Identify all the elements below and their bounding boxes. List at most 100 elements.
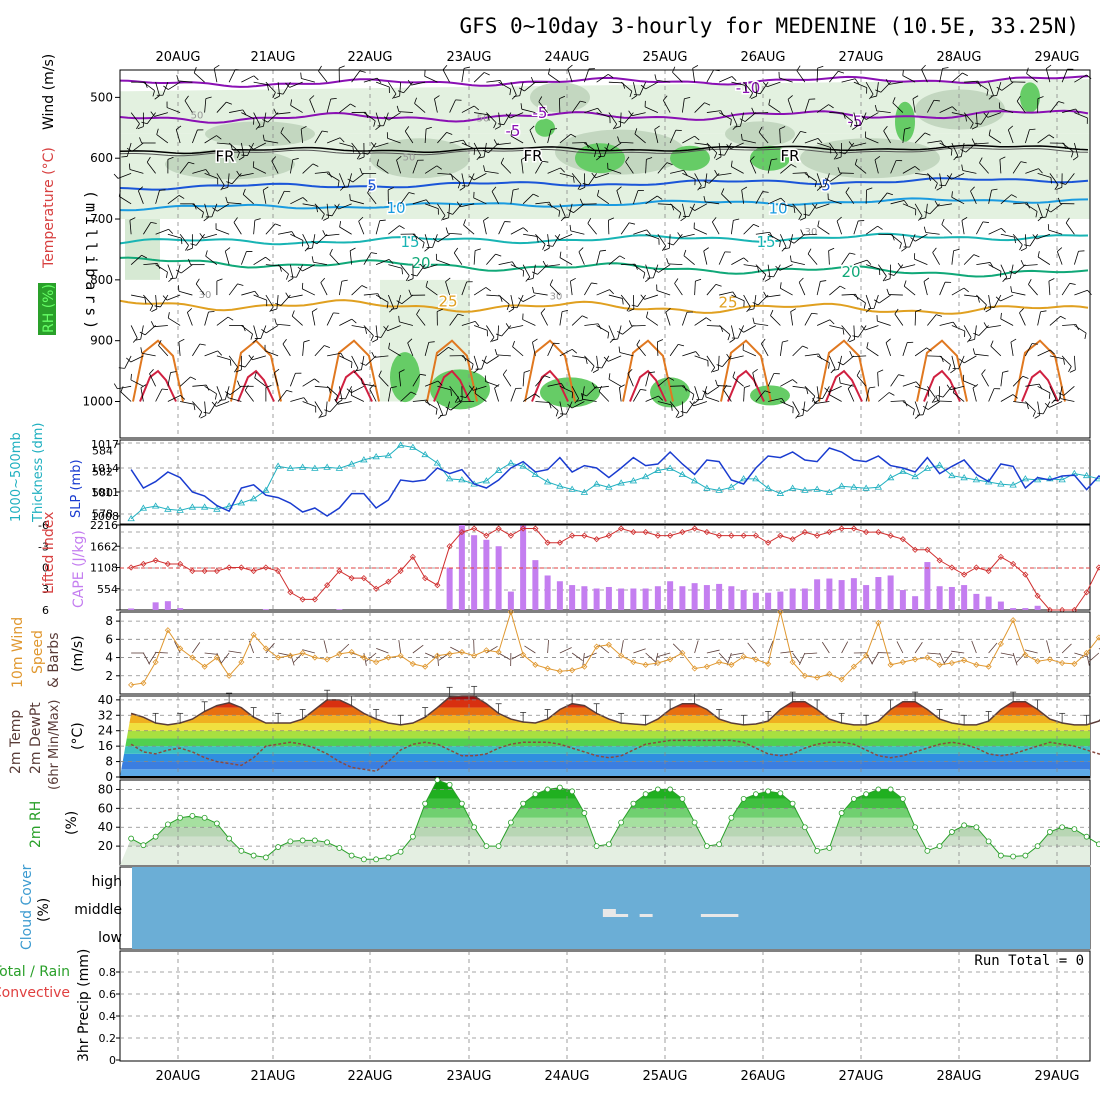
temp-band bbox=[120, 753, 1090, 762]
wind-barb bbox=[345, 386, 352, 400]
wind-barb-flag bbox=[180, 395, 186, 400]
lifted-index-marker bbox=[434, 582, 441, 589]
wind-barb-flag bbox=[320, 415, 327, 418]
wind-barb bbox=[290, 373, 296, 387]
rh2m-marker bbox=[262, 854, 269, 861]
wind-barb bbox=[424, 75, 438, 83]
wind-barb bbox=[473, 72, 485, 83]
lifted-index-marker bbox=[520, 525, 527, 532]
wind-barb-flag bbox=[450, 389, 452, 396]
wind-barb bbox=[865, 81, 874, 95]
thickness-marker bbox=[837, 482, 846, 489]
wind-barb bbox=[974, 142, 989, 145]
date-label-bottom: 25AUG bbox=[642, 1069, 687, 1084]
wind-barb bbox=[780, 164, 792, 174]
wind-barb bbox=[993, 294, 1002, 308]
wind-barb-flag bbox=[323, 217, 329, 221]
wind-barb bbox=[802, 401, 806, 416]
lifted-index-marker bbox=[875, 529, 882, 536]
cloud-mark bbox=[725, 914, 739, 917]
wind-barb bbox=[951, 142, 959, 156]
wind-barb-flag bbox=[478, 156, 485, 159]
wind-barb bbox=[467, 173, 475, 187]
thickness-marker bbox=[507, 459, 515, 466]
wind-barb-flag bbox=[234, 366, 238, 373]
wind-barb-flag bbox=[311, 308, 318, 313]
wind-barb bbox=[254, 377, 267, 387]
wind-barb bbox=[1074, 74, 1087, 83]
wind-barb bbox=[975, 112, 978, 127]
wind-barb-flag bbox=[372, 339, 378, 343]
rh2m-marker bbox=[716, 841, 723, 848]
wind10m-barb bbox=[1000, 652, 1014, 656]
wind-barb bbox=[498, 81, 511, 90]
wind-barb-flag bbox=[828, 104, 834, 109]
lifted-index-marker bbox=[348, 575, 355, 582]
wind-barb bbox=[155, 295, 158, 310]
lifted-index-marker bbox=[532, 525, 539, 532]
rh2m-marker bbox=[311, 837, 318, 844]
isotherm-low bbox=[328, 339, 380, 402]
wind10m-barb bbox=[547, 640, 549, 654]
wind10m-marker bbox=[324, 656, 331, 663]
wind-barb bbox=[964, 80, 979, 83]
wind10m-marker bbox=[618, 652, 625, 659]
wind-barb-flag bbox=[410, 391, 417, 395]
wind10m-barb bbox=[1024, 649, 1038, 654]
wind-barb-flag bbox=[457, 313, 464, 317]
wind-barb-flag bbox=[419, 263, 425, 269]
wind-barb-flag bbox=[952, 321, 957, 328]
wind-barb bbox=[988, 227, 1002, 235]
wind-barb bbox=[282, 81, 291, 95]
wind-barb-flag bbox=[454, 397, 459, 403]
wind-barb-flag bbox=[229, 359, 232, 366]
thickness-marker bbox=[972, 476, 981, 483]
wind10m-marker bbox=[201, 663, 208, 670]
wind-barb-flag bbox=[839, 151, 846, 155]
wind-barb bbox=[847, 388, 855, 402]
wind-barb-flag bbox=[349, 194, 351, 201]
wind-barb-flag bbox=[677, 415, 684, 419]
wind-barb-flag bbox=[370, 335, 374, 342]
date-label-bottom: 20AUG bbox=[155, 1069, 200, 1084]
wind-barb bbox=[804, 386, 816, 397]
wind10m-marker bbox=[140, 680, 147, 687]
wind-barb bbox=[902, 342, 908, 357]
wind-barb bbox=[143, 263, 158, 266]
wind10m-marker bbox=[887, 661, 894, 668]
wind-barb bbox=[162, 82, 169, 96]
wind-barb-flag bbox=[965, 115, 967, 122]
wind-barb bbox=[1036, 233, 1051, 240]
wind-barb-flag bbox=[219, 399, 226, 401]
wind-barb-flag bbox=[762, 191, 769, 193]
wind-barb-flag bbox=[1020, 161, 1027, 164]
wind-barb-flag bbox=[560, 216, 566, 222]
wind-barb-flag bbox=[1010, 286, 1013, 293]
wind-barb-flag bbox=[1038, 168, 1043, 174]
wind-barb bbox=[375, 81, 390, 88]
wind-barb bbox=[893, 264, 904, 276]
lifted-index-marker bbox=[483, 532, 490, 539]
wind-barb-flag bbox=[708, 144, 711, 151]
lifted-index-marker bbox=[1034, 592, 1041, 599]
wind-barb-flag bbox=[205, 96, 212, 100]
wind-barb bbox=[1045, 68, 1051, 83]
thickness-marker bbox=[262, 486, 270, 493]
wind-barb-flag bbox=[473, 368, 479, 374]
wind10m-marker bbox=[703, 663, 710, 670]
isotherm-line bbox=[119, 256, 1089, 278]
wind-barb-flag bbox=[520, 103, 523, 110]
wind-barb bbox=[902, 166, 916, 174]
wind-barb bbox=[767, 197, 782, 205]
wind-barb-flag bbox=[726, 353, 731, 360]
wind-barb bbox=[844, 142, 855, 155]
wind-barb bbox=[894, 313, 904, 326]
wind-barb bbox=[573, 203, 585, 213]
wind-barb-flag bbox=[254, 218, 261, 221]
wind-barb bbox=[571, 100, 581, 113]
wind-barb bbox=[816, 173, 823, 187]
lifted-index-marker bbox=[397, 567, 404, 575]
wind-barb bbox=[363, 293, 378, 296]
wind10m-barb bbox=[265, 642, 275, 654]
wind-barb-flag bbox=[1026, 67, 1029, 74]
